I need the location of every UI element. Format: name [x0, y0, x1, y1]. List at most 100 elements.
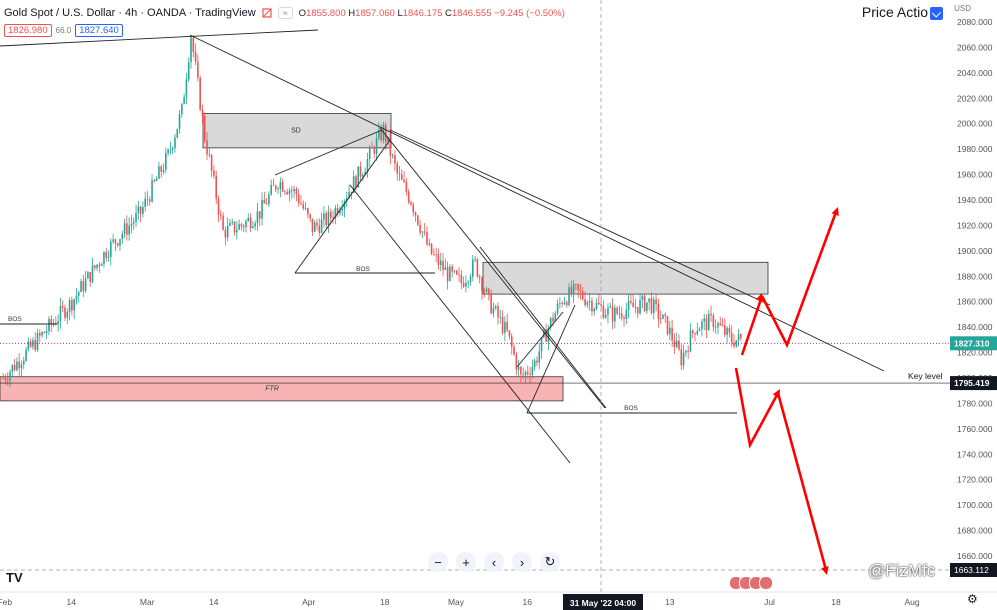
chart-header: Gold Spot / U.S. Dollar · 4h · OANDA · T… [4, 4, 565, 22]
candle-body [355, 176, 357, 188]
candle-body [565, 302, 568, 306]
candle-body [662, 314, 664, 319]
sell-button[interactable]: 1826.980 [4, 24, 52, 37]
y-tick-label: 2020.000 [957, 93, 993, 103]
candle-body [268, 194, 270, 205]
reset-chart-button[interactable]: ↻ [540, 552, 560, 572]
y-tick-label: 1900.000 [957, 246, 993, 256]
candle-body [208, 154, 211, 156]
candle-body [515, 354, 518, 370]
symbol-title[interactable]: Gold Spot / U.S. Dollar · 4h · OANDA · T… [4, 7, 256, 19]
zoom-out-button[interactable]: − [428, 552, 448, 572]
candle-body [178, 114, 181, 129]
candle-body [139, 206, 142, 214]
scroll-right-button[interactable]: › [512, 552, 532, 572]
visibility-toggle-icon[interactable]: ≈ [277, 7, 293, 19]
range-line-a [526, 304, 576, 414]
candle-body [116, 243, 119, 246]
candle-body [206, 140, 208, 155]
arrow-path-down-a [734, 367, 780, 449]
candle-body [112, 239, 114, 242]
scroll-left-button[interactable]: ‹ [484, 552, 504, 572]
x-tick-label: 13 [665, 597, 675, 607]
economic-events-icon[interactable] [729, 576, 773, 590]
arrow-head-2 [831, 207, 839, 216]
candle-body [226, 225, 229, 238]
low-value: 1846.175 [402, 7, 443, 19]
candle-body [252, 226, 254, 228]
crosshair-price-tag [950, 563, 997, 577]
candle-body [224, 229, 227, 238]
candle-body [524, 371, 527, 376]
high-value: 1857.060 [355, 7, 395, 19]
candle-body [155, 178, 158, 181]
candle-body [187, 62, 190, 80]
candle-body [490, 293, 492, 314]
candle-body [499, 316, 502, 318]
candle-body [675, 340, 678, 348]
y-tick-label: 1720.000 [957, 475, 993, 485]
candle-body [639, 300, 641, 314]
bos-label-1: BOS [356, 266, 370, 273]
y-tick-label: 2000.000 [957, 119, 993, 129]
candle-body [366, 158, 369, 172]
y-tick-label: 1880.000 [957, 271, 993, 281]
tradingview-logo[interactable]: TV [6, 570, 23, 585]
candle-body [391, 155, 394, 156]
open-value: 1855.800 [306, 7, 346, 19]
symbol-marker-icon[interactable] [262, 8, 272, 18]
candle-body [231, 221, 234, 223]
candle-body [687, 350, 689, 352]
check-icon[interactable] [930, 6, 943, 20]
candle-body [242, 226, 245, 228]
candle-body [719, 323, 722, 326]
candle-body [412, 204, 415, 213]
candle-body [735, 340, 738, 347]
candle-body [254, 223, 256, 227]
buy-button[interactable]: 1827.640 [75, 24, 123, 37]
candle-body [707, 313, 710, 331]
candle-body [222, 215, 224, 230]
candle-body [332, 217, 334, 219]
candle-body [300, 202, 302, 205]
range-line-b [516, 311, 564, 368]
trend-line-main [189, 34, 885, 372]
candle-body [329, 211, 332, 218]
candle-body [311, 218, 314, 232]
candle-body [261, 199, 263, 219]
candle-body [733, 342, 735, 347]
candle-body [627, 301, 630, 311]
candle-body [39, 333, 41, 336]
arrow-head-4 [821, 566, 829, 575]
trend-line-secondary [389, 129, 771, 306]
candle-body [295, 188, 298, 195]
settings-gear-icon[interactable]: ⚙ [967, 592, 978, 606]
candle-body [506, 321, 508, 331]
candle-body [194, 51, 197, 62]
candle-body [652, 299, 655, 313]
currency-label[interactable]: USD [954, 4, 971, 13]
zoom-in-button[interactable]: + [456, 552, 476, 572]
candle-body [357, 166, 360, 188]
ftr-zone [0, 376, 564, 402]
y-tick-label: 1660.000 [957, 551, 993, 561]
candle-body [43, 332, 46, 334]
candle-body [119, 239, 121, 246]
candle-body [437, 254, 440, 265]
x-tick-label: Apr [302, 597, 315, 607]
candle-body [45, 331, 48, 334]
candle-body [680, 349, 683, 366]
candle-body [636, 307, 639, 314]
candle-body [11, 365, 14, 372]
candle-body [114, 239, 117, 244]
candle-body [249, 217, 252, 228]
indicator-title[interactable]: Price Actio [862, 4, 943, 20]
candle-body [48, 319, 50, 332]
candle-body [309, 214, 311, 219]
close-value: 1846.555 [451, 7, 492, 19]
candle-body [602, 305, 605, 318]
key-level-label: Key level [908, 371, 943, 381]
y-tick-label: 1920.000 [957, 220, 993, 230]
